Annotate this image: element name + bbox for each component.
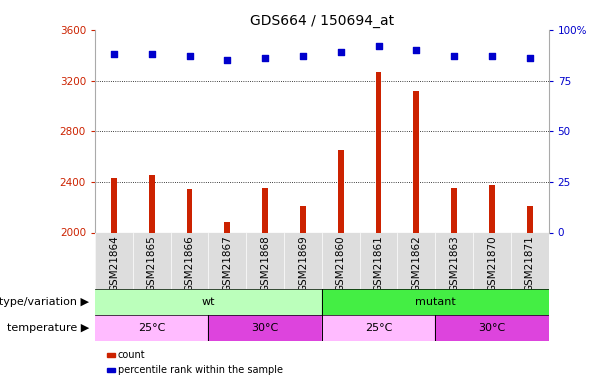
Text: temperature ▶: temperature ▶: [7, 323, 89, 333]
Bar: [322, 315, 435, 341]
Text: GSM21862: GSM21862: [411, 236, 421, 292]
Bar: [111, 178, 116, 375]
Point: [487, 53, 497, 59]
Text: 30°C: 30°C: [478, 323, 506, 333]
Text: mutant: mutant: [415, 297, 455, 307]
Bar: [338, 150, 343, 375]
Text: 25°C: 25°C: [365, 323, 392, 333]
Point: [147, 51, 156, 57]
Bar: [414, 91, 419, 375]
Point: [525, 56, 535, 62]
Text: GSM21866: GSM21866: [185, 236, 194, 292]
Point: [260, 56, 270, 62]
Text: GSM21861: GSM21861: [373, 236, 384, 292]
Point: [411, 47, 421, 53]
Text: count: count: [118, 350, 145, 360]
Text: percentile rank within the sample: percentile rank within the sample: [118, 365, 283, 375]
Text: 25°C: 25°C: [138, 323, 166, 333]
Point: [223, 57, 232, 63]
Bar: [300, 206, 306, 375]
Bar: [208, 315, 322, 341]
Text: GSM21868: GSM21868: [260, 236, 270, 292]
Bar: [435, 315, 549, 341]
Bar: [95, 232, 549, 289]
Text: 30°C: 30°C: [251, 323, 279, 333]
Bar: [451, 188, 457, 375]
Bar: [489, 185, 495, 375]
Text: GSM21867: GSM21867: [223, 236, 232, 292]
Bar: [224, 222, 230, 375]
Text: GSM21865: GSM21865: [147, 236, 157, 292]
Point: [449, 53, 459, 59]
Bar: [95, 315, 208, 341]
Text: GSM21870: GSM21870: [487, 236, 497, 292]
Point: [185, 53, 194, 59]
Bar: [262, 188, 268, 375]
Point: [109, 51, 119, 57]
Text: GSM21869: GSM21869: [298, 236, 308, 292]
Title: GDS664 / 150694_at: GDS664 / 150694_at: [249, 13, 394, 28]
Point: [373, 43, 384, 49]
Point: [336, 49, 346, 55]
Bar: [376, 72, 381, 375]
Bar: [149, 175, 154, 375]
Text: GSM21860: GSM21860: [336, 236, 346, 292]
Text: wt: wt: [202, 297, 215, 307]
Text: genotype/variation ▶: genotype/variation ▶: [0, 297, 89, 307]
Bar: [322, 289, 549, 315]
Text: GSM21864: GSM21864: [109, 236, 119, 292]
Bar: [187, 189, 192, 375]
Text: GSM21871: GSM21871: [525, 236, 535, 292]
Text: GSM21863: GSM21863: [449, 236, 459, 292]
Point: [298, 53, 308, 59]
Bar: [95, 289, 322, 315]
Bar: [527, 206, 533, 375]
